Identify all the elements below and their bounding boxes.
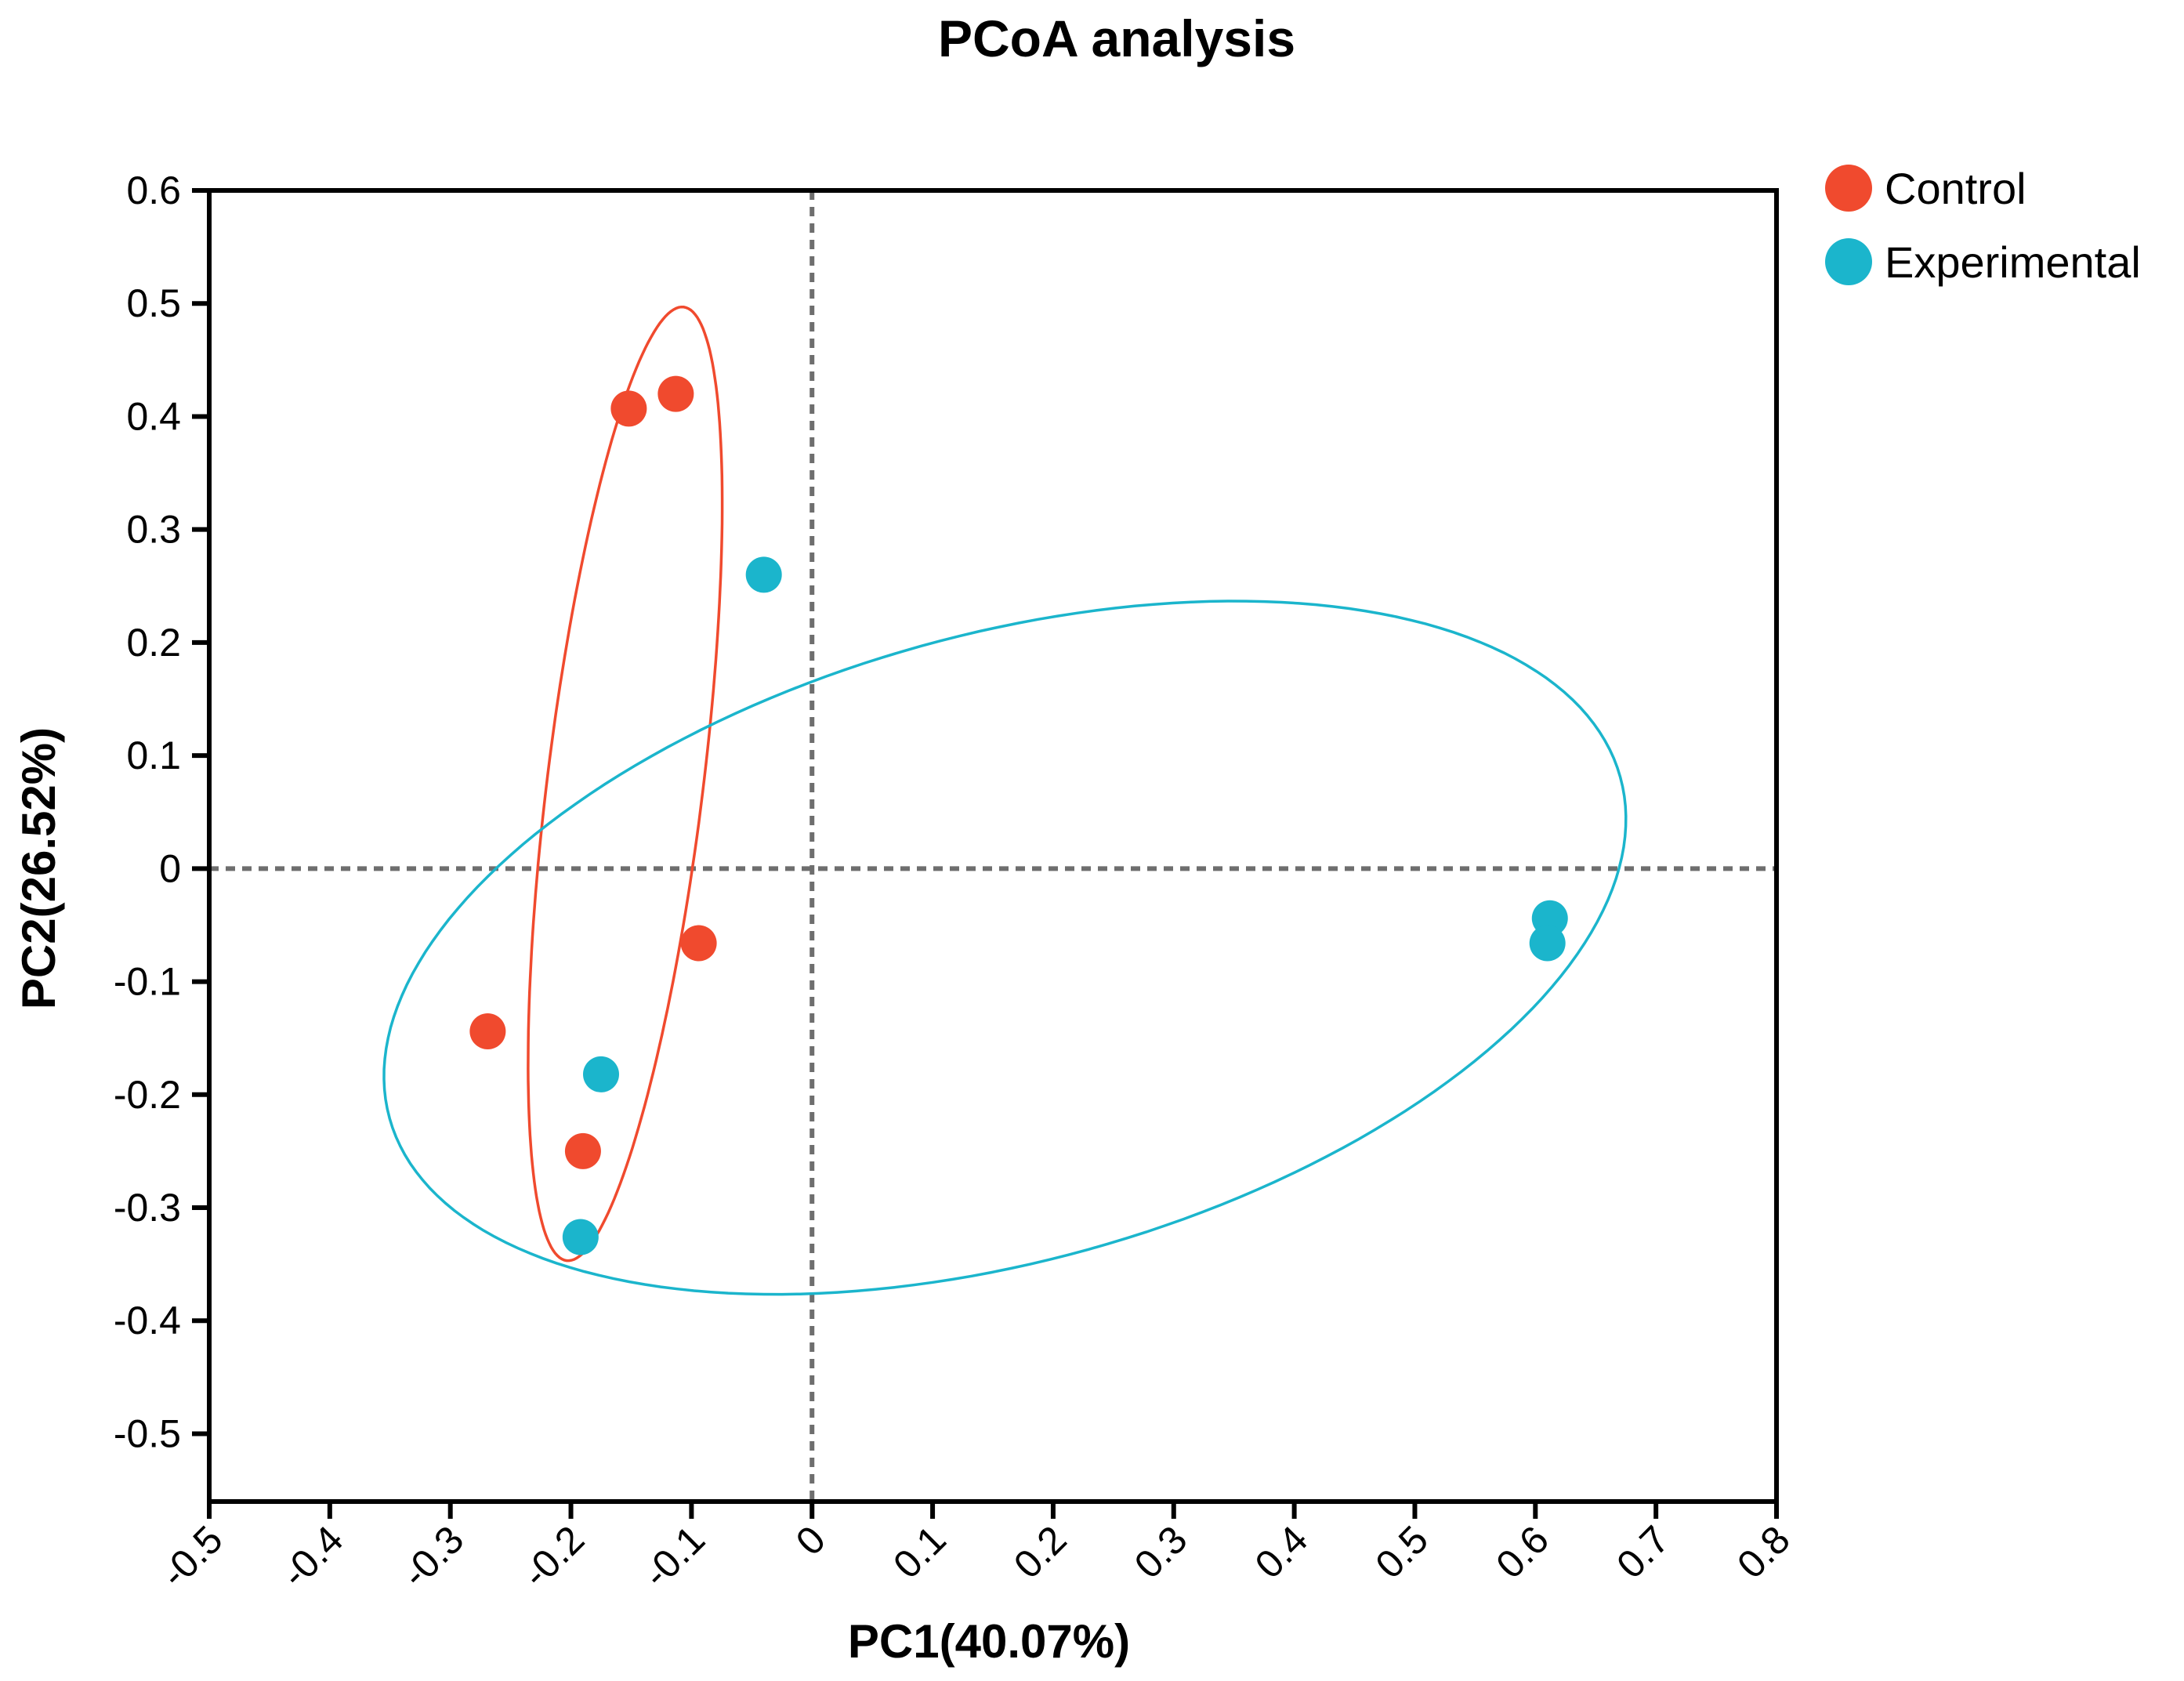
x-tick-label: -0.2 — [514, 1517, 593, 1596]
plot-frame — [207, 188, 1779, 1504]
x-tick-label: 0.3 — [1126, 1517, 1196, 1587]
x-tick-label: 0 — [788, 1517, 834, 1563]
legend: Control Experimental — [1825, 164, 2141, 287]
experimental-legend-marker — [1825, 238, 1872, 285]
control-point — [564, 1132, 601, 1169]
x-axis-label: PC1(40.07%) — [848, 1615, 1130, 1668]
y-tick-label: -0.3 — [114, 1186, 181, 1230]
control-point — [657, 375, 694, 412]
x-tick-label: -0.5 — [152, 1517, 231, 1596]
control-point — [610, 390, 647, 427]
y-tick-label: -0.1 — [114, 960, 181, 1004]
chart-title: PCoA analysis — [938, 9, 1295, 67]
x-tick-label: -0.4 — [273, 1517, 352, 1596]
experimental-point — [583, 1056, 619, 1092]
confidence-ellipses — [382, 305, 1628, 1296]
x-tick-label: -0.1 — [635, 1517, 714, 1596]
reference-lines — [209, 190, 1777, 1502]
y-axis-label: PC2(26.52%) — [13, 727, 65, 1009]
y-tick-label: -0.4 — [114, 1299, 181, 1342]
x-tick-label: 0.1 — [885, 1517, 954, 1587]
control-ellipse — [527, 305, 724, 1263]
data-points — [469, 375, 1568, 1255]
x-tick-label: 0.5 — [1367, 1517, 1436, 1587]
y-axis-ticks: 0.6 0.5 0.4 0.3 0.2 0.1 0 -0.1 -0.2 -0.3 -0.4 -0.5 — [114, 168, 209, 1455]
x-tick-label: 0.7 — [1608, 1517, 1678, 1587]
y-tick-label: 0.4 — [126, 394, 181, 438]
y-tick-label: 0.1 — [126, 734, 181, 777]
x-tick-label: 0.8 — [1729, 1517, 1798, 1587]
control-point — [680, 925, 717, 962]
experimental-point — [1529, 925, 1566, 962]
x-tick-label: 0.4 — [1247, 1517, 1317, 1587]
y-tick-label: 0 — [159, 846, 181, 890]
x-tick-label: -0.3 — [393, 1517, 473, 1596]
y-tick-label: 0.6 — [126, 168, 181, 212]
y-tick-label: -0.5 — [114, 1411, 181, 1455]
x-tick-label: 0.2 — [1005, 1517, 1075, 1587]
control-point — [469, 1013, 506, 1050]
control-legend-label: Control — [1885, 164, 2026, 213]
experimental-point — [562, 1219, 599, 1255]
y-tick-label: -0.2 — [114, 1073, 181, 1117]
experimental-ellipse — [382, 600, 1628, 1296]
x-axis-ticks: -0.5 -0.4 -0.3 -0.2 -0.1 0 0.1 0.2 0.3 0.4 0.5 0.6 0… — [152, 1502, 1798, 1596]
experimental-legend-label: Experimental — [1885, 237, 2141, 287]
x-tick-label: 0.6 — [1487, 1517, 1557, 1587]
y-tick-label: 0.3 — [126, 508, 181, 552]
experimental-point — [745, 556, 782, 593]
y-tick-label: 0.2 — [126, 621, 181, 665]
control-legend-marker — [1825, 165, 1872, 212]
y-tick-label: 0.5 — [126, 281, 181, 325]
